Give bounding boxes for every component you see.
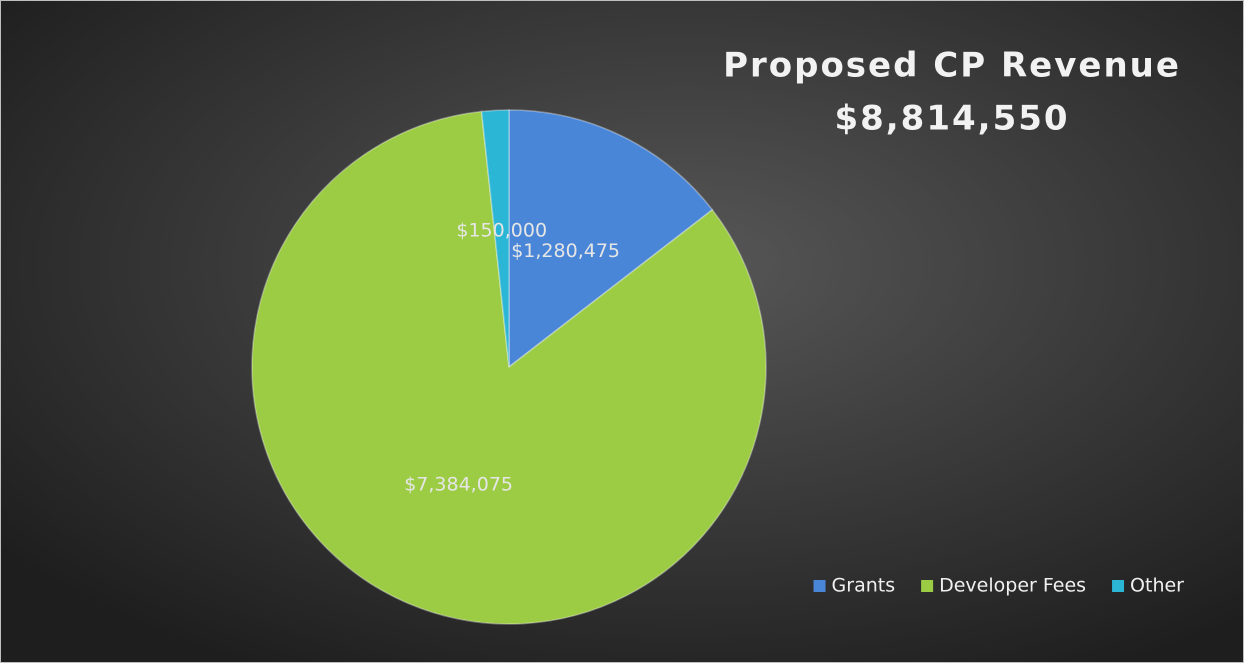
legend-label: Developer Fees — [939, 575, 1086, 597]
pie-slice — [251, 110, 767, 625]
legend: Grants Developer Fees Other — [813, 575, 1184, 597]
chart-subtitle: $8,814,550 — [834, 99, 1069, 139]
legend-label: Grants — [832, 575, 896, 597]
pie-slice — [508, 109, 714, 369]
value-label: $150,000 — [456, 219, 547, 241]
value-label: $1,280,475 — [511, 240, 620, 262]
value-label: $7,384,075 — [404, 474, 513, 496]
value-labels: $1,280,475 $7,384,075 $150,000 — [404, 219, 620, 495]
pie — [251, 109, 767, 625]
pie-slice — [480, 109, 510, 368]
legend-marker — [813, 580, 826, 592]
chart-title: Proposed CP Revenue — [723, 46, 1181, 86]
legend-marker — [921, 580, 934, 592]
legend-label: Other — [1130, 575, 1184, 597]
legend-marker — [1112, 580, 1125, 592]
